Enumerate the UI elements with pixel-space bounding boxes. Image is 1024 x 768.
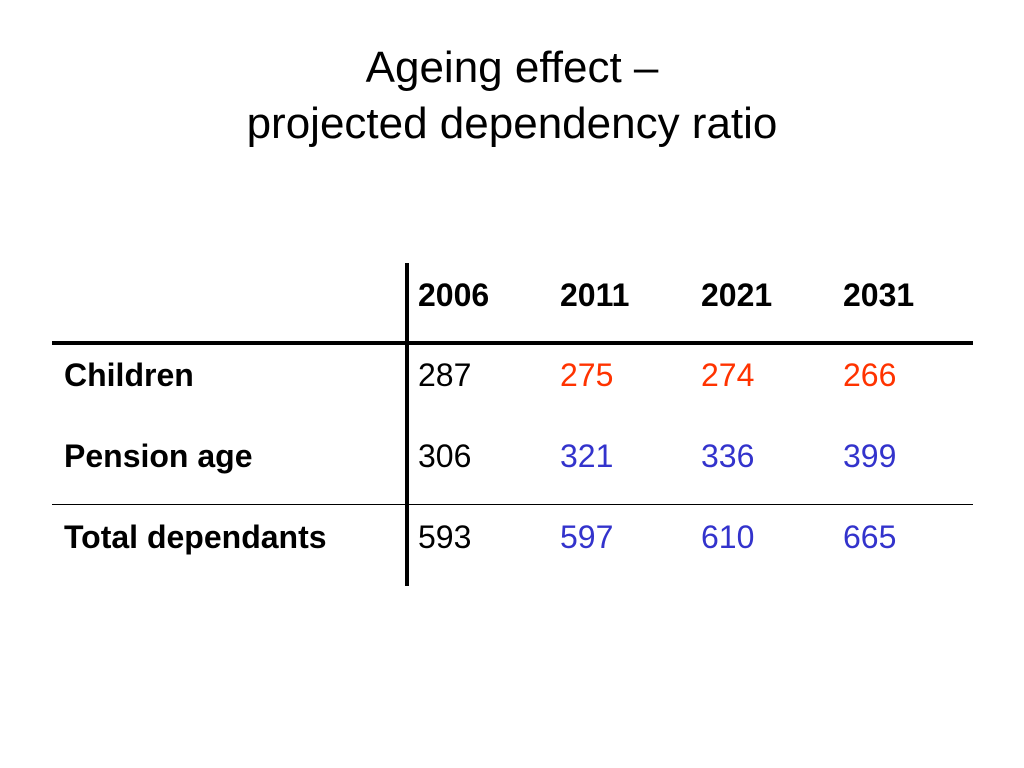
table-cell: 336 [701,438,755,474]
column-header-2021: 2021 [701,277,773,313]
table-cell: 610 [701,519,755,555]
row-label-total-dependants: Total dependants [64,519,327,555]
row-label-children: Children [64,357,194,393]
slide-title: Ageing effect – projected dependency rat… [0,40,1024,152]
column-header-2031: 2031 [843,277,915,313]
row-label-pension-age: Pension age [64,438,253,474]
table-vertical-divider [405,263,409,586]
table-cell: 665 [843,519,897,555]
column-header-2006: 2006 [418,277,490,313]
table-total-divider [52,504,973,505]
table-cell: 593 [418,519,472,555]
table-cell: 306 [418,438,472,474]
table-cell: 321 [560,438,614,474]
slide-title-line-1: Ageing effect – [365,43,659,92]
table-cell: 399 [843,438,897,474]
table-cell: 274 [701,357,755,393]
table-cell: 275 [560,357,614,393]
slide-title-line-2: projected dependency ratio [246,99,778,148]
table-cell: 266 [843,357,897,393]
table-header-divider [52,341,973,345]
table-cell: 287 [418,357,472,393]
column-header-2011: 2011 [560,277,630,313]
table-cell: 597 [560,519,614,555]
